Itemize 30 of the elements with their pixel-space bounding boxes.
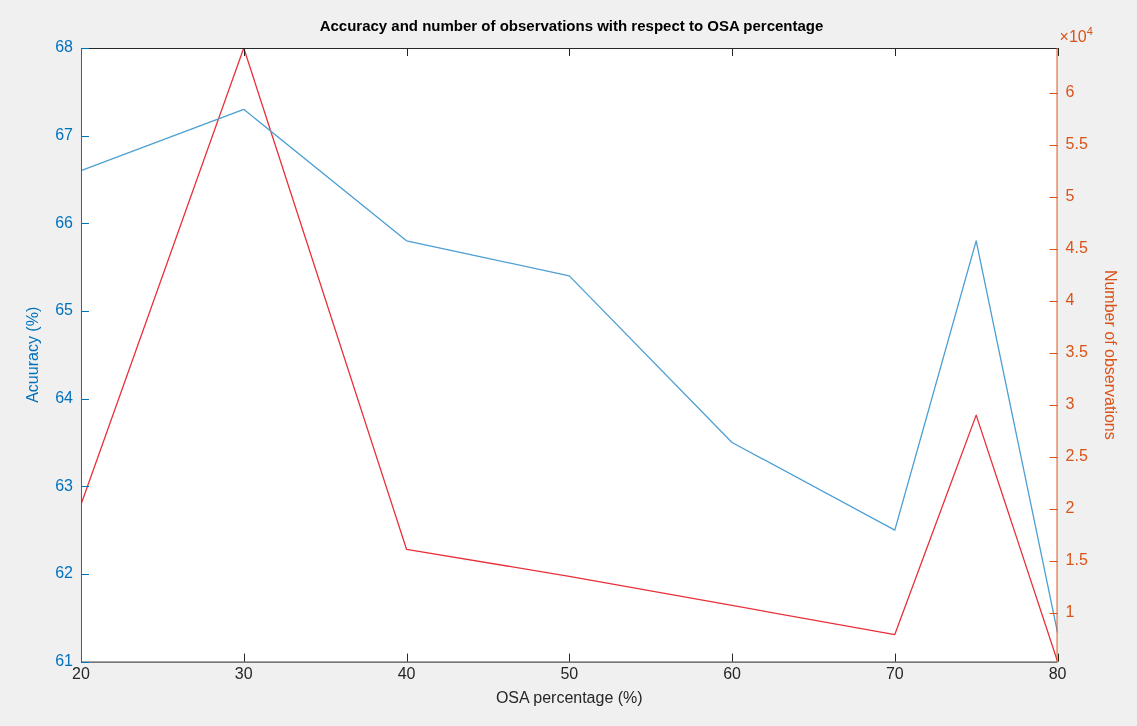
y-tick-label: 62	[55, 564, 74, 582]
x-tick-label: 40	[397, 664, 416, 682]
y2-tick-label: 2.5	[1065, 447, 1088, 465]
y2-tick-label: 4.5	[1065, 239, 1088, 257]
x-tick-label: 50	[560, 664, 579, 682]
y-tick-label: 63	[55, 476, 74, 494]
y2-tick-label: 5	[1065, 187, 1075, 205]
y2-tick-label: 3.5	[1065, 343, 1088, 361]
y2-tick-label: 6	[1065, 83, 1075, 101]
x-tick-label: 70	[885, 664, 904, 682]
x-tick-label: 20	[72, 664, 90, 682]
y-tick-label: 66	[55, 213, 74, 231]
y-axis-title: Acuuracy (%)	[24, 306, 42, 403]
y2-tick-label: 5.5	[1065, 135, 1088, 153]
y2-axis-title: Number of observations	[1101, 269, 1119, 440]
y-tick-label: 64	[55, 389, 74, 407]
x-tick-label: 60	[723, 664, 742, 682]
x-tick-label: 80	[1048, 664, 1067, 682]
y-tick-label: 68	[55, 38, 74, 56]
chart-title: Accuracy and number of observations with respect to OSA percentage	[319, 17, 824, 35]
x-axis-title: OSA percentage (%)	[495, 688, 643, 706]
x-tick-label: 30	[234, 664, 253, 682]
y2-tick-label: 3	[1065, 395, 1075, 413]
y2-tick-label: 2	[1065, 499, 1075, 517]
y2-tick-label: 1	[1065, 603, 1075, 621]
y-tick-label: 61	[55, 652, 74, 670]
y2-tick-label: 4	[1065, 291, 1075, 309]
y-tick-label: 67	[55, 126, 74, 144]
y2-tick-label: 1.5	[1065, 551, 1088, 569]
y-tick-label: 65	[55, 301, 74, 319]
